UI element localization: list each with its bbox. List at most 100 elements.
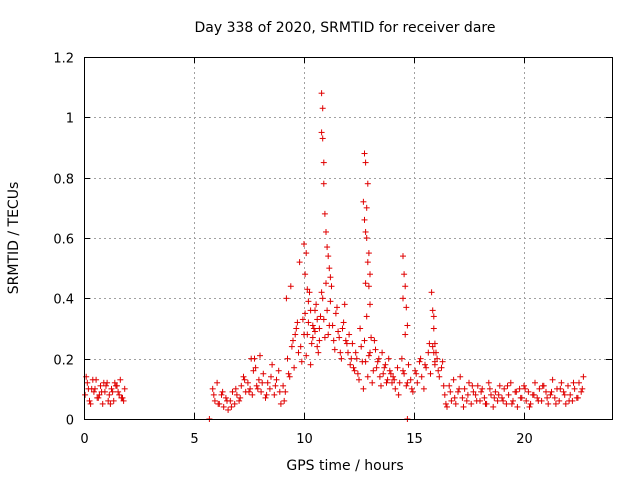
data-point — [376, 373, 383, 380]
data-point — [556, 397, 563, 404]
data-point — [358, 343, 365, 350]
data-point — [89, 376, 96, 383]
data-point — [324, 244, 331, 251]
x-tick-label: 20 — [516, 432, 533, 447]
data-point — [430, 313, 437, 320]
data-point — [367, 301, 373, 308]
data-point — [319, 135, 326, 142]
data-point — [354, 370, 361, 377]
data-point — [403, 304, 410, 311]
data-point — [413, 370, 420, 377]
data-point — [86, 397, 93, 404]
data-point — [570, 379, 577, 386]
data-point — [463, 397, 470, 404]
data-point — [286, 373, 293, 380]
y-axis-label: SRMTID / TECUs — [6, 182, 22, 295]
data-point — [94, 394, 101, 401]
data-point — [324, 307, 331, 314]
data-point — [105, 397, 112, 404]
data-point — [352, 349, 359, 356]
data-point — [219, 388, 226, 395]
data-point — [339, 325, 346, 332]
data-point — [391, 376, 398, 383]
data-point — [448, 397, 455, 404]
data-point — [307, 307, 314, 314]
data-point — [110, 397, 117, 404]
data-point — [238, 382, 245, 389]
x-tick-label: 15 — [406, 432, 423, 447]
data-point — [288, 343, 295, 350]
data-point — [404, 322, 411, 329]
data-point — [233, 391, 240, 398]
data-point — [436, 373, 443, 380]
data-point — [362, 228, 369, 235]
data-point — [474, 382, 481, 389]
data-point — [318, 90, 325, 97]
data-point — [315, 349, 322, 356]
data-point — [231, 400, 238, 407]
data-point — [342, 337, 349, 344]
data-point — [326, 265, 333, 272]
data-point — [548, 388, 555, 395]
data-point — [318, 289, 325, 296]
data-point — [266, 385, 273, 392]
data-point — [504, 382, 511, 389]
data-point — [363, 204, 370, 211]
data-point — [532, 379, 538, 386]
data-point — [303, 250, 310, 257]
data-point — [220, 403, 227, 410]
data-point — [237, 394, 244, 401]
data-point — [268, 373, 274, 380]
data-point — [488, 391, 494, 398]
data-point — [215, 400, 222, 407]
data-point — [571, 385, 578, 392]
data-point — [434, 355, 441, 362]
data-point — [514, 403, 521, 410]
data-point — [276, 388, 283, 395]
data-point — [557, 385, 564, 392]
data-point — [566, 397, 573, 404]
data-point — [346, 331, 353, 338]
data-point — [334, 304, 340, 311]
data-point — [378, 382, 384, 389]
data-point — [310, 325, 317, 332]
data-point — [402, 283, 409, 290]
y-tick-label: 0.8 — [53, 173, 74, 188]
data-point — [382, 361, 389, 368]
data-point — [297, 343, 304, 350]
data-point — [574, 394, 581, 401]
data-point — [400, 295, 406, 302]
data-point — [318, 129, 325, 136]
data-point — [460, 403, 467, 410]
data-point — [578, 388, 585, 395]
data-point — [211, 397, 218, 404]
data-point — [319, 295, 326, 302]
y-tick-labels: 0 0.2 0.4 0.6 0.8 1 1.2 — [53, 52, 74, 429]
data-point — [479, 385, 486, 392]
data-point — [329, 322, 336, 329]
data-point — [327, 298, 334, 305]
x-tick-label: 0 — [80, 432, 88, 447]
data-point — [420, 385, 427, 392]
data-point — [320, 180, 327, 187]
x-axis-label: GPS time / hours — [286, 458, 403, 474]
data-point — [325, 331, 332, 338]
data-point — [579, 385, 586, 392]
data-point — [347, 361, 354, 368]
data-point — [277, 400, 284, 407]
data-point — [482, 400, 489, 407]
data-point — [120, 397, 127, 404]
data-point — [84, 379, 91, 386]
data-point — [545, 400, 552, 407]
data-point — [402, 331, 409, 338]
data-point — [280, 382, 287, 389]
data-point — [450, 376, 457, 383]
data-point — [232, 385, 239, 392]
data-point — [429, 343, 436, 350]
data-point — [384, 376, 391, 383]
data-point — [394, 364, 401, 371]
data-point — [367, 271, 373, 278]
data-point — [365, 283, 372, 290]
data-point — [301, 241, 307, 248]
data-point — [428, 289, 435, 296]
